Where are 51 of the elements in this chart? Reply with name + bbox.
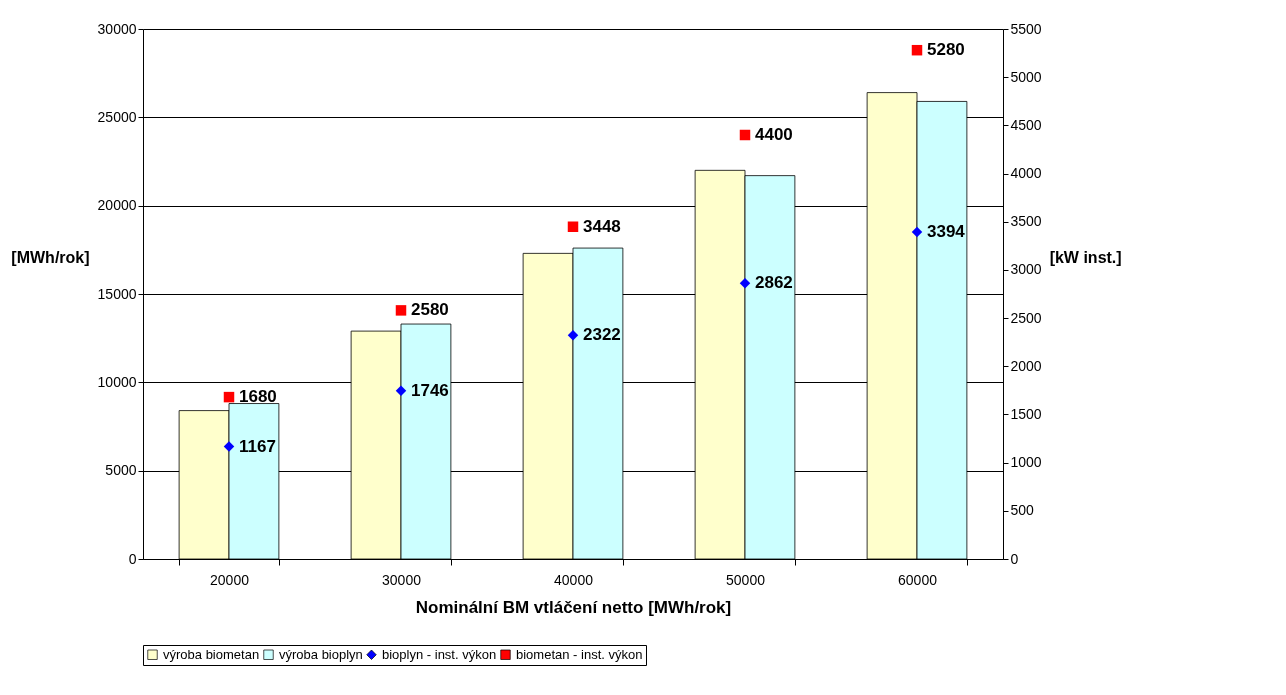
point: [395, 305, 407, 316]
data-label: 3394: [927, 221, 966, 241]
y2-tick-label: 500: [1010, 502, 1035, 519]
point: [911, 44, 923, 56]
y2-tick-label: 1000: [1010, 454, 1042, 471]
data-label: 4400: [755, 125, 793, 144]
data-label: 3448: [583, 216, 621, 236]
legend-label: bioplyn - inst. výkon: [382, 646, 497, 662]
data-label: 1746: [411, 380, 449, 400]
x-tick-label: 50000: [726, 571, 766, 588]
y2-tick-label: 5000: [1010, 68, 1042, 85]
x-axis-title: Nominální BM vtláčení netto [MWh/rok]: [415, 597, 732, 617]
x-tick-label: 30000: [382, 571, 422, 588]
y2-tick-label: 3000: [1010, 261, 1042, 278]
data-label: 5280: [927, 40, 965, 60]
data-label: 2580: [411, 300, 449, 320]
x-tick-label: 60000: [898, 571, 938, 588]
y2-tick-label: 2000: [1010, 357, 1042, 374]
y-tick-label: 15000: [97, 285, 137, 302]
y-axis-title: [MWh/rok]: [11, 248, 90, 266]
y2-tick-label: 1500: [1010, 405, 1042, 422]
point: [567, 330, 579, 341]
y2-axis-title: [kW inst.]: [1049, 248, 1122, 266]
y2-tick-label: 3500: [1010, 213, 1042, 230]
x-tick-label: 40000: [554, 571, 594, 588]
y-tick-label: 5000: [105, 462, 137, 479]
y-tick-label: 20000: [97, 197, 137, 214]
x-tick-label: 20000: [210, 571, 250, 588]
point: [739, 129, 751, 141]
legend-label: biometan - inst. výkon: [516, 646, 643, 662]
point: [739, 277, 751, 289]
point: [567, 221, 579, 232]
y-tick-label: 10000: [97, 373, 137, 390]
point: [911, 226, 923, 238]
point: [223, 391, 235, 403]
data-label: 2862: [755, 273, 793, 293]
y2-tick-label: 5500: [1010, 20, 1042, 37]
y2-tick-label: 4500: [1010, 116, 1042, 133]
y2-tick-label: 4000: [1010, 165, 1042, 182]
y-tick-label: 0: [128, 550, 137, 567]
data-label: 1680: [239, 387, 277, 407]
data-label: 2322: [583, 325, 621, 345]
point: [223, 441, 235, 452]
y-tick-label: 25000: [97, 108, 137, 125]
legend-label: výroba biometan: [163, 646, 260, 662]
y2-tick-label: 2500: [1010, 309, 1042, 326]
y2-tick-label: 0: [1010, 550, 1019, 567]
data-label: 1167: [239, 436, 276, 456]
y-tick-label: 30000: [97, 20, 137, 37]
point: [395, 385, 407, 396]
legend-label: výroba bioplyn: [279, 646, 363, 662]
